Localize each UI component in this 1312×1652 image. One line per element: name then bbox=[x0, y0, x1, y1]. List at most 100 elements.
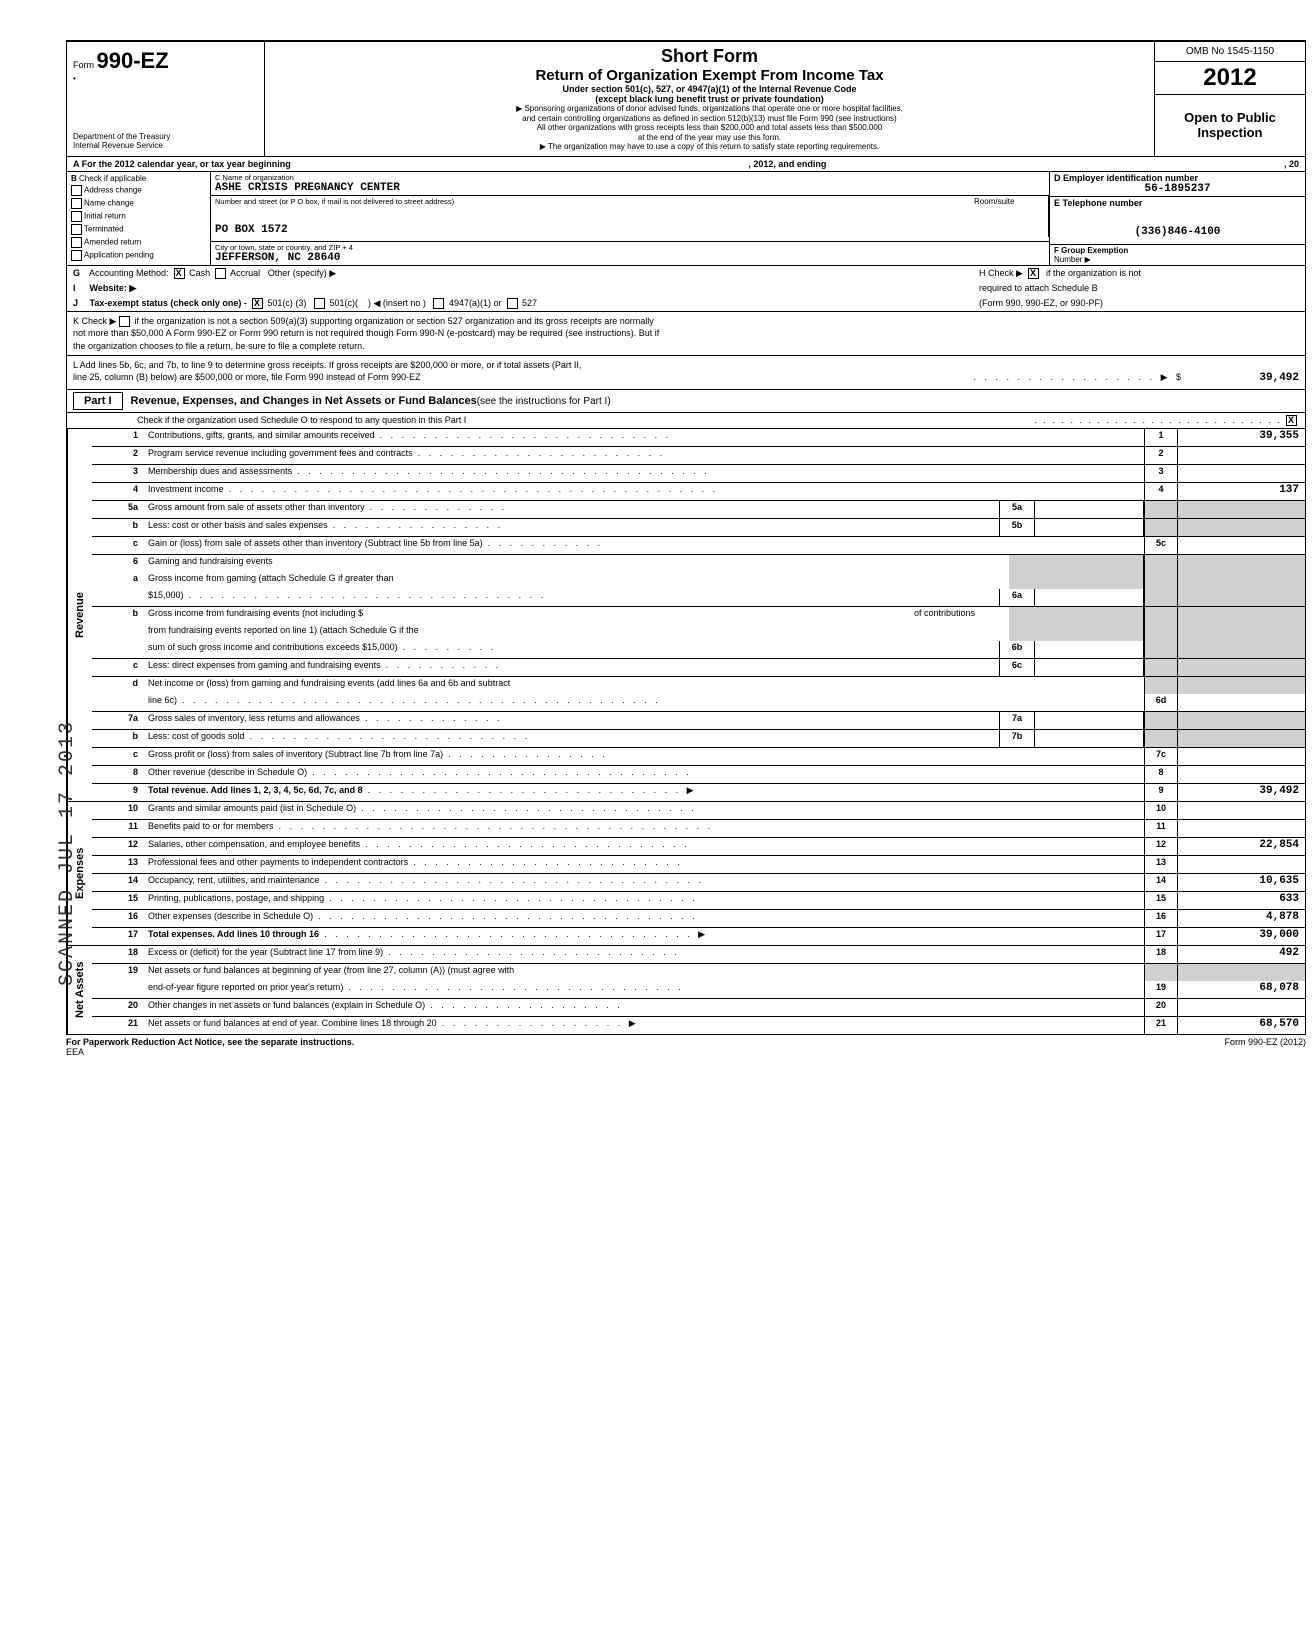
rn19s bbox=[1144, 964, 1178, 981]
dots17: . . . . . . . . . . . . . . . . . . . . … bbox=[324, 929, 708, 939]
chk-initial[interactable] bbox=[71, 211, 82, 222]
mn6a: 6a bbox=[999, 589, 1035, 606]
d6: Gaming and fundraising events bbox=[148, 556, 273, 566]
chk-k[interactable] bbox=[119, 316, 130, 327]
open-public: Open to Public Inspection bbox=[1155, 95, 1305, 156]
d1: Contributions, gifts, grants, and simila… bbox=[148, 430, 375, 440]
rn6d: 6d bbox=[1144, 694, 1178, 711]
mv6b bbox=[1035, 641, 1144, 658]
rv7c bbox=[1178, 748, 1305, 765]
subtitle1: Under section 501(c), 527, or 4947(a)(1)… bbox=[273, 84, 1146, 94]
header-box: Form 990-EZ • Department of the Treasury… bbox=[66, 40, 1306, 157]
row-g: G Accounting Method: Cash Accrual Other … bbox=[66, 266, 1306, 281]
d-label: D Employer identification number bbox=[1054, 173, 1301, 183]
instr3: All other organizations with gross recei… bbox=[273, 123, 1146, 133]
dots5c: . . . . . . . . . . . bbox=[488, 538, 604, 548]
c-city-label: City or town, state or country, and ZIP … bbox=[215, 243, 1045, 252]
dots13: . . . . . . . . . . . . . . . . . . . . … bbox=[413, 857, 683, 867]
d6d2: line 6c) bbox=[148, 695, 177, 705]
j-501c3: 501(c) (3) bbox=[267, 298, 306, 308]
part1-check-dots: . . . . . . . . . . . . . . . . . . . . … bbox=[466, 415, 1282, 426]
chk-4947[interactable] bbox=[433, 298, 444, 309]
f-label2: Number ▶ bbox=[1054, 255, 1301, 264]
rn16: 16 bbox=[1144, 910, 1178, 927]
form-990ez: SCANNED JUL 17 2013 Form 990-EZ • Depart… bbox=[66, 40, 1306, 1059]
rv21: 68,570 bbox=[1178, 1017, 1305, 1034]
n6c: c bbox=[92, 659, 144, 676]
rn1: 1 bbox=[1144, 429, 1178, 446]
k-4: the organization chooses to file a retur… bbox=[73, 341, 365, 351]
rn6ds bbox=[1144, 677, 1178, 694]
chk-501c[interactable] bbox=[314, 298, 325, 309]
rn5a bbox=[1144, 501, 1178, 518]
chk-address-change[interactable] bbox=[71, 185, 82, 196]
d19: Net assets or fund balances at beginning… bbox=[148, 965, 514, 975]
i-label: Website: ▶ bbox=[90, 283, 137, 293]
b-pend: Application pending bbox=[84, 251, 154, 260]
dots3: . . . . . . . . . . . . . . . . . . . . … bbox=[297, 466, 710, 476]
shade6b2 bbox=[1009, 624, 1144, 641]
d6b: Gross income from fundraising events (no… bbox=[148, 608, 363, 618]
mn6b: 6b bbox=[999, 641, 1035, 658]
d19b: end-of-year figure reported on prior yea… bbox=[148, 982, 343, 992]
dots2: . . . . . . . . . . . . . . . . . . . . … bbox=[418, 448, 666, 458]
chk-pending[interactable] bbox=[71, 250, 82, 261]
chk-cash[interactable] bbox=[174, 268, 185, 279]
rv3 bbox=[1178, 465, 1305, 482]
open1: Open to Public bbox=[1157, 110, 1303, 125]
j-527: 527 bbox=[522, 298, 537, 308]
d5a: Gross amount from sale of assets other t… bbox=[148, 502, 365, 512]
mn5b: 5b bbox=[999, 519, 1035, 536]
rn6b2 bbox=[1144, 624, 1178, 641]
part1-check: Check if the organization used Schedule … bbox=[66, 413, 1306, 429]
form-prefix: Form bbox=[73, 60, 94, 70]
n17: 17 bbox=[92, 928, 144, 945]
chk-name-change[interactable] bbox=[71, 198, 82, 209]
d17: Total expenses. Add lines 10 through 16 bbox=[148, 929, 319, 939]
chk-501c3[interactable] bbox=[252, 298, 263, 309]
n6: 6 bbox=[92, 555, 144, 572]
chk-accrual[interactable] bbox=[215, 268, 226, 279]
shade6a bbox=[1009, 572, 1144, 589]
part1-title-suffix: (see the instructions for Part I) bbox=[477, 396, 611, 407]
line-a-right: , 20 bbox=[1284, 159, 1299, 169]
n21: 21 bbox=[92, 1017, 144, 1034]
rn2: 2 bbox=[1144, 447, 1178, 464]
n19b bbox=[92, 981, 144, 998]
n4: 4 bbox=[92, 483, 144, 500]
dept2: Internal Revenue Service bbox=[73, 141, 258, 150]
bullet: • bbox=[73, 74, 258, 83]
omb-number: OMB No 1545-1150 bbox=[1155, 42, 1305, 62]
org-name: ASHE CRISIS PREGNANCY CENTER bbox=[215, 182, 1045, 194]
mv6c bbox=[1035, 659, 1144, 676]
row-i: I Website: ▶ required to attach Schedule… bbox=[66, 281, 1306, 296]
chk-527[interactable] bbox=[507, 298, 518, 309]
chk-amended[interactable] bbox=[71, 237, 82, 248]
n6a2 bbox=[92, 589, 144, 606]
rv12: 22,854 bbox=[1178, 838, 1305, 855]
n10: 10 bbox=[92, 802, 144, 819]
dots7c: . . . . . . . . . . . . . . . bbox=[448, 749, 608, 759]
chk-h[interactable] bbox=[1028, 268, 1039, 279]
chk-part1-scho[interactable] bbox=[1286, 415, 1297, 426]
chk-terminated[interactable] bbox=[71, 224, 82, 235]
n1: 1 bbox=[92, 429, 144, 446]
rn14: 14 bbox=[1144, 874, 1178, 891]
n8: 8 bbox=[92, 766, 144, 783]
rv6a bbox=[1178, 572, 1305, 589]
col-c: C Name of organization ASHE CRISIS PREGN… bbox=[211, 172, 1050, 265]
dots10: . . . . . . . . . . . . . . . . . . . . … bbox=[361, 803, 697, 813]
org-city: JEFFERSON, NC 28640 bbox=[215, 252, 1045, 264]
mn7a: 7a bbox=[999, 712, 1035, 729]
n15: 15 bbox=[92, 892, 144, 909]
rn6bs bbox=[1144, 607, 1178, 624]
rv6ds bbox=[1178, 677, 1305, 694]
l-value: 39,492 bbox=[1184, 371, 1299, 386]
n16: 16 bbox=[92, 910, 144, 927]
l-1: L Add lines 5b, 6c, and 7b, to line 9 to… bbox=[73, 359, 1299, 371]
rn6a bbox=[1144, 572, 1178, 589]
n19: 19 bbox=[92, 964, 144, 981]
d2: Program service revenue including govern… bbox=[148, 448, 413, 458]
b-name: Name change bbox=[84, 199, 134, 208]
rn5b bbox=[1144, 519, 1178, 536]
